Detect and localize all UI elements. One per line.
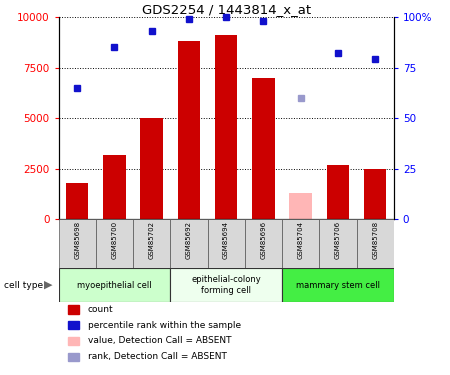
Bar <box>58 268 170 302</box>
Bar <box>133 219 170 268</box>
Bar <box>289 193 312 219</box>
Bar <box>364 169 386 219</box>
Text: GSM85702: GSM85702 <box>148 221 155 260</box>
Text: rank, Detection Call = ABSENT: rank, Detection Call = ABSENT <box>88 352 227 361</box>
Bar <box>252 78 274 219</box>
Text: cell type: cell type <box>4 280 44 290</box>
Text: GSM85694: GSM85694 <box>223 221 229 260</box>
Bar <box>327 165 349 219</box>
Text: myoepithelial cell: myoepithelial cell <box>77 280 152 290</box>
Bar <box>282 268 394 302</box>
Bar <box>170 219 207 268</box>
Bar <box>215 35 237 219</box>
Text: GSM85706: GSM85706 <box>335 221 341 260</box>
Text: epithelial-colony
forming cell: epithelial-colony forming cell <box>191 275 261 295</box>
Bar <box>140 118 163 219</box>
Bar <box>178 41 200 219</box>
Text: count: count <box>88 305 113 314</box>
Text: ▶: ▶ <box>44 280 53 290</box>
Text: mammary stem cell: mammary stem cell <box>296 280 380 290</box>
Text: GSM85698: GSM85698 <box>74 221 80 260</box>
Text: GSM85708: GSM85708 <box>372 221 378 260</box>
Bar <box>96 219 133 268</box>
Bar <box>319 219 356 268</box>
Text: percentile rank within the sample: percentile rank within the sample <box>88 321 241 330</box>
Bar <box>282 219 319 268</box>
Bar <box>58 219 96 268</box>
Title: GDS2254 / 1443814_x_at: GDS2254 / 1443814_x_at <box>142 3 310 16</box>
Bar <box>245 219 282 268</box>
Text: GSM85696: GSM85696 <box>261 221 266 260</box>
Text: GSM85704: GSM85704 <box>297 221 304 260</box>
Bar <box>356 219 394 268</box>
Text: value, Detection Call = ABSENT: value, Detection Call = ABSENT <box>88 336 231 345</box>
Text: GSM85700: GSM85700 <box>112 221 117 260</box>
Text: GSM85692: GSM85692 <box>186 221 192 260</box>
Bar <box>103 154 126 219</box>
Bar <box>170 268 282 302</box>
Bar <box>66 183 88 219</box>
Bar <box>207 219 245 268</box>
